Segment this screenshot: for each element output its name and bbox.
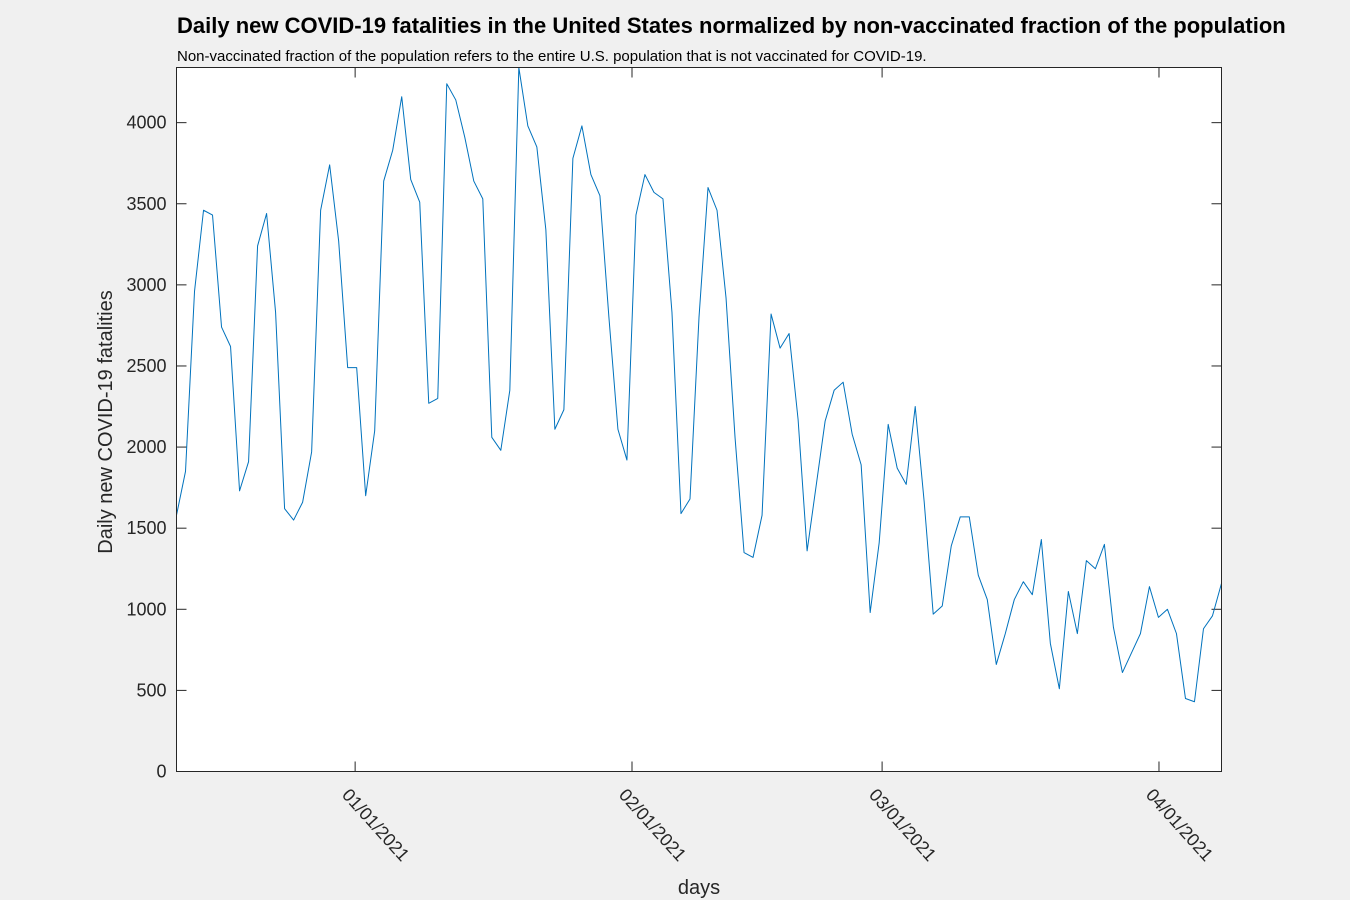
x-tick-label: 02/01/2021 [615,785,690,865]
y-tick-label: 2000 [126,437,166,457]
y-axis: 0 500 1000 1500 2000 2500 3000 3500 4000 [126,113,1222,782]
y-tick-label: 1500 [126,518,166,538]
plot-area [176,67,1222,772]
chart-title: Daily new COVID-19 fatalities in the Uni… [177,13,1286,38]
y-tick-label: 2500 [126,356,166,376]
y-tick-label: 1000 [126,599,166,619]
y-tick-label: 3000 [126,275,166,295]
y-tick-label: 4000 [126,113,166,133]
y-tick-label: 3500 [126,194,166,214]
series-line [176,67,1222,703]
y-tick-label: 0 [156,762,166,782]
y-axis-label: Daily new COVID-19 fatalities [95,290,117,553]
chart-subtitle: Non-vaccinated fraction of the populatio… [177,48,927,65]
y-tick-label: 500 [136,680,166,700]
x-tick-label: 03/01/2021 [865,785,940,865]
plot-frame [176,67,1222,772]
x-axis-label: days [678,877,720,899]
x-tick-label: 04/01/2021 [1142,785,1217,865]
x-tick-label: 01/01/2021 [338,785,413,865]
